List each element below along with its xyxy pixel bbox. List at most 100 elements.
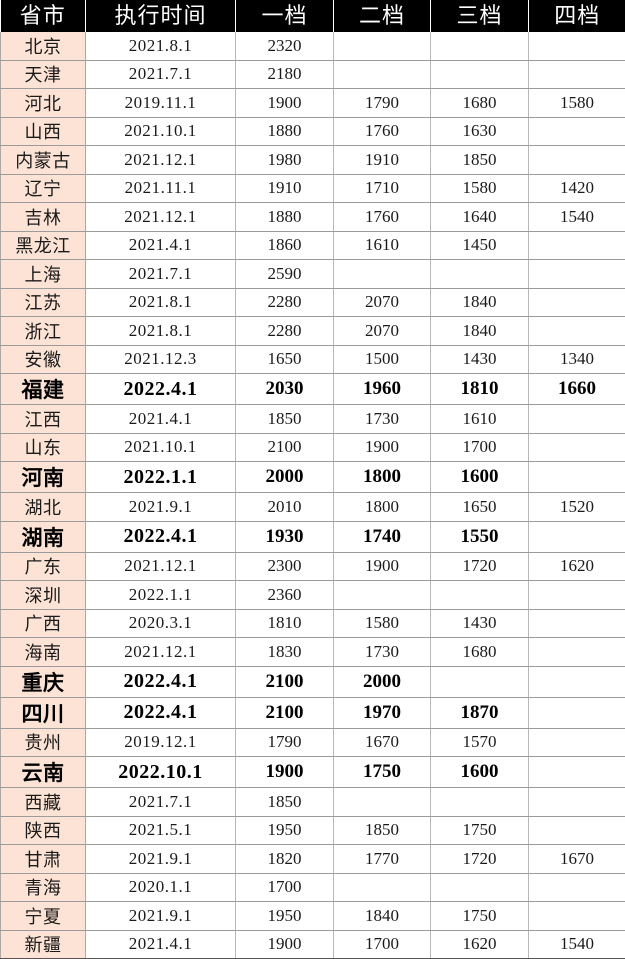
cell-effective-date: 2021.10.1	[86, 117, 236, 146]
cell-province: 安徽	[1, 345, 86, 374]
cell-tier4: 1340	[529, 345, 625, 374]
cell-tier2	[334, 581, 431, 610]
cell-tier4: 1620	[529, 552, 625, 581]
cell-tier2: 1770	[334, 845, 431, 874]
cell-tier1: 2300	[236, 552, 334, 581]
cell-effective-date: 2021.8.1	[86, 32, 236, 60]
cell-tier2	[334, 260, 431, 289]
cell-tier3: 1430	[431, 345, 529, 374]
cell-tier4	[529, 146, 625, 175]
cell-tier1: 2000	[236, 462, 334, 493]
cell-tier3: 1580	[431, 174, 529, 203]
cell-tier1: 2100	[236, 433, 334, 462]
column-header-province: 省市	[1, 0, 86, 32]
cell-tier2: 1760	[334, 117, 431, 146]
cell-effective-date: 2021.11.1	[86, 174, 236, 203]
cell-tier3: 1610	[431, 405, 529, 434]
cell-province: 云南	[1, 757, 86, 788]
cell-tier2: 1900	[334, 433, 431, 462]
cell-province: 河北	[1, 89, 86, 118]
cell-tier3: 1680	[431, 638, 529, 667]
cell-province: 贵州	[1, 728, 86, 757]
cell-province: 河南	[1, 462, 86, 493]
cell-effective-date: 2021.9.1	[86, 902, 236, 931]
cell-tier3: 1570	[431, 728, 529, 757]
cell-tier1: 1830	[236, 638, 334, 667]
cell-tier1: 1900	[236, 757, 334, 788]
cell-province: 山西	[1, 117, 86, 146]
cell-effective-date: 2021.4.1	[86, 405, 236, 434]
cell-tier1: 1790	[236, 728, 334, 757]
cell-province: 江西	[1, 405, 86, 434]
cell-effective-date: 2021.12.1	[86, 552, 236, 581]
cell-tier1: 2180	[236, 60, 334, 89]
cell-tier4	[529, 260, 625, 289]
cell-province: 陕西	[1, 816, 86, 845]
cell-tier4: 1520	[529, 493, 625, 522]
cell-province: 湖南	[1, 521, 86, 552]
cell-province: 山东	[1, 433, 86, 462]
cell-province: 海南	[1, 638, 86, 667]
cell-tier3: 1850	[431, 146, 529, 175]
cell-effective-date: 2020.3.1	[86, 609, 236, 638]
column-header-effective-date: 执行时间	[86, 0, 236, 32]
cell-tier4	[529, 521, 625, 552]
cell-province: 江苏	[1, 288, 86, 317]
cell-effective-date: 2021.10.1	[86, 433, 236, 462]
cell-tier4	[529, 405, 625, 434]
cell-effective-date: 2021.7.1	[86, 788, 236, 817]
cell-province: 内蒙古	[1, 146, 86, 175]
cell-effective-date: 2021.12.3	[86, 345, 236, 374]
cell-tier1: 2100	[236, 666, 334, 697]
cell-tier4	[529, 60, 625, 89]
cell-tier3: 1720	[431, 552, 529, 581]
cell-tier4	[529, 666, 625, 697]
cell-province: 新疆	[1, 930, 86, 959]
cell-tier1: 2280	[236, 288, 334, 317]
column-header-tier1: 一档	[236, 0, 334, 32]
cell-tier4	[529, 816, 625, 845]
column-header-tier3: 三档	[431, 0, 529, 32]
cell-province: 青海	[1, 873, 86, 902]
header-row: 省市 执行时间 一档 二档 三档 四档	[1, 0, 625, 32]
cell-tier1: 2360	[236, 581, 334, 610]
cell-tier4: 1540	[529, 930, 625, 959]
cell-tier2: 1710	[334, 174, 431, 203]
cell-tier2: 2070	[334, 317, 431, 346]
cell-tier2: 1740	[334, 521, 431, 552]
cell-tier4: 1660	[529, 374, 625, 405]
cell-tier2: 1850	[334, 816, 431, 845]
cell-province: 浙江	[1, 317, 86, 346]
cell-province: 广东	[1, 552, 86, 581]
cell-tier4	[529, 462, 625, 493]
cell-effective-date: 2021.5.1	[86, 816, 236, 845]
cell-tier3: 1680	[431, 89, 529, 118]
cell-tier3	[431, 666, 529, 697]
cell-tier3: 1640	[431, 203, 529, 232]
cell-effective-date: 2022.1.1	[86, 462, 236, 493]
cell-tier2: 1800	[334, 462, 431, 493]
cell-tier1: 2590	[236, 260, 334, 289]
cell-tier2: 1670	[334, 728, 431, 757]
cell-effective-date: 2021.9.1	[86, 845, 236, 874]
cell-tier4	[529, 32, 625, 60]
cell-tier4	[529, 117, 625, 146]
cell-effective-date: 2021.9.1	[86, 493, 236, 522]
cell-tier4	[529, 581, 625, 610]
cell-tier2: 1900	[334, 552, 431, 581]
cell-effective-date: 2022.4.1	[86, 521, 236, 552]
cell-tier2: 2000	[334, 666, 431, 697]
